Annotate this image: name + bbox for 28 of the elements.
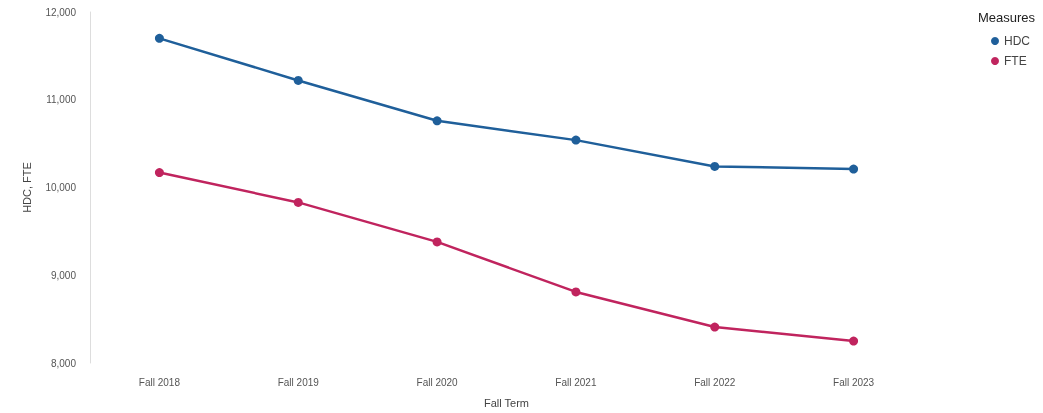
point (432, 237, 442, 247)
x-axis-title: Fall Term (483, 396, 530, 409)
point (293, 75, 303, 85)
point (154, 33, 164, 43)
point (849, 336, 859, 346)
x-tick-label: Fall 2023 (833, 376, 875, 388)
point (571, 287, 581, 297)
x-tick-label: Fall 2020 (416, 376, 459, 388)
x-tick-label: Fall 2018 (138, 376, 181, 388)
y-tick-label: 9,000 (50, 269, 77, 281)
point (154, 168, 164, 178)
y-tick-label: 10,000 (45, 182, 77, 193)
x-tick-label: Fall 2019 (277, 376, 320, 388)
legend-title: Measures (977, 10, 1036, 25)
y-tick-label: 8,000 (50, 357, 77, 369)
legend-label: HDC (1004, 34, 1031, 48)
y-axis-title: HDC, FTE (20, 162, 33, 213)
point (293, 197, 303, 207)
point (432, 116, 442, 126)
point (849, 164, 859, 174)
x-tick-label: Fall 2021 (555, 376, 597, 388)
point (710, 322, 720, 332)
point (571, 135, 581, 145)
x-tick-label: Fall 2022 (694, 376, 736, 388)
y-tick-label: 11,000 (46, 94, 77, 106)
legend-label: FTE (1004, 54, 1027, 68)
point (710, 161, 720, 171)
y-tick-label: 12,000 (45, 6, 77, 18)
